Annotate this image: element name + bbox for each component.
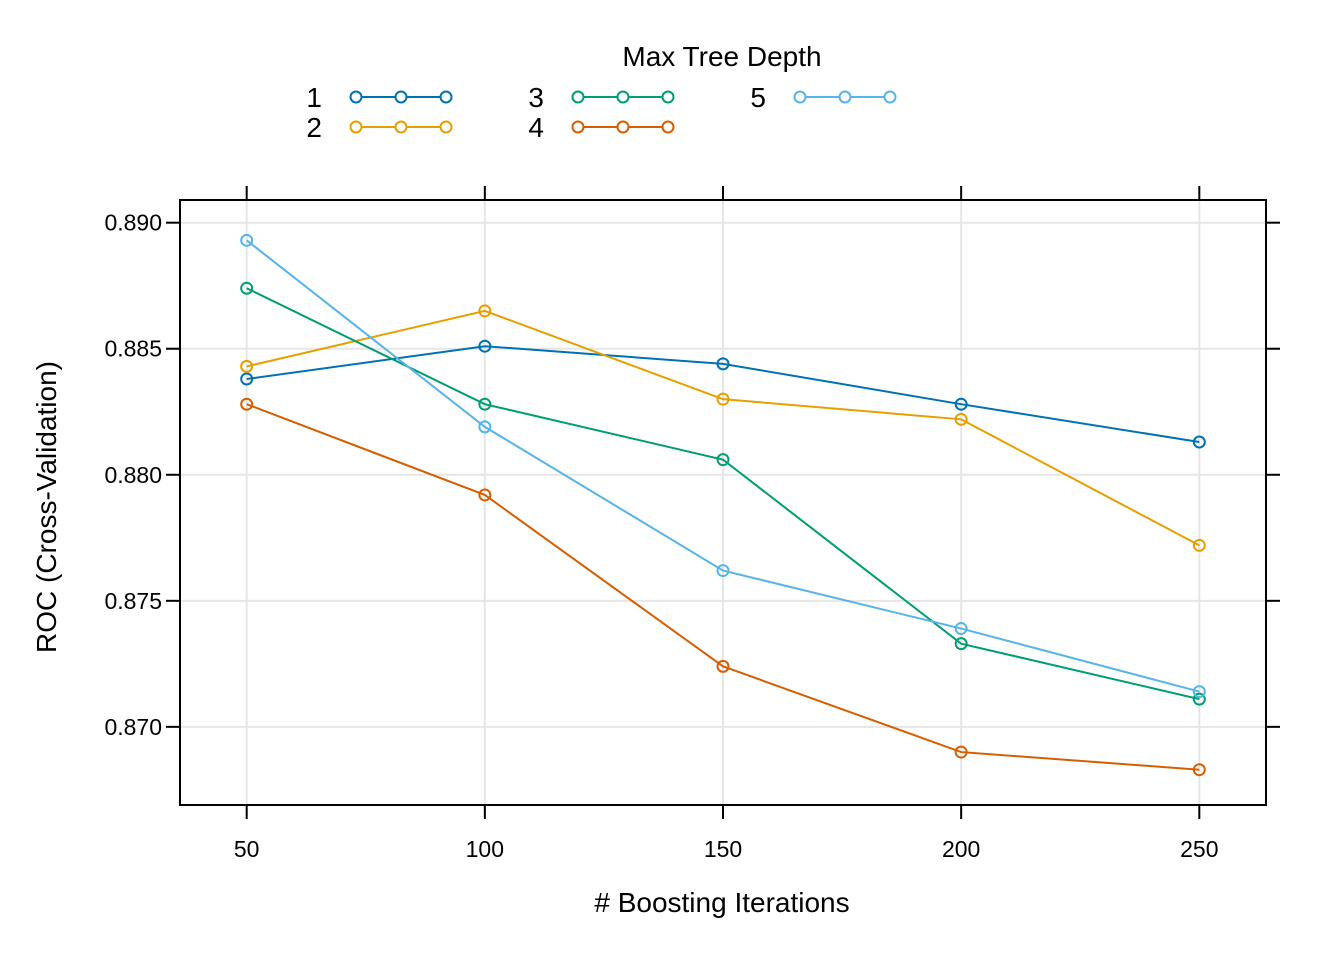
data-point bbox=[478, 304, 492, 318]
y-tick-label: 0.880 bbox=[104, 462, 162, 488]
series-2 bbox=[240, 304, 1206, 552]
y-tick-label: 0.890 bbox=[104, 210, 162, 236]
data-point bbox=[954, 397, 968, 411]
data-point bbox=[1192, 538, 1206, 552]
legend-marker bbox=[661, 120, 675, 134]
data-point bbox=[240, 281, 254, 295]
legend-marker bbox=[439, 90, 453, 104]
y-axis-label: ROC (Cross-Validation) bbox=[31, 361, 62, 653]
series-1 bbox=[240, 339, 1206, 449]
data-point bbox=[1192, 763, 1206, 777]
series-line bbox=[246, 309, 1200, 547]
legend-label: 5 bbox=[750, 82, 766, 113]
data-point bbox=[716, 392, 730, 406]
legend-title: Max Tree Depth bbox=[622, 41, 821, 72]
x-axis-label: # Boosting Iterations bbox=[594, 887, 849, 918]
data-point bbox=[1192, 692, 1206, 706]
data-point bbox=[716, 357, 730, 371]
y-tick-label: 0.870 bbox=[104, 714, 162, 740]
x-tick-label: 50 bbox=[234, 836, 260, 862]
legend-label: 2 bbox=[306, 112, 322, 143]
legend-label: 4 bbox=[528, 112, 544, 143]
data-point bbox=[478, 488, 492, 502]
data-point bbox=[240, 397, 254, 411]
series-layer bbox=[240, 233, 1206, 777]
legend-label: 3 bbox=[528, 82, 544, 113]
data-point bbox=[954, 622, 968, 636]
series-4 bbox=[240, 397, 1206, 777]
legend-marker bbox=[394, 120, 408, 134]
legend-item-2: 2 bbox=[306, 112, 453, 143]
data-point bbox=[478, 339, 492, 353]
series-line bbox=[246, 239, 1200, 693]
legend-marker bbox=[838, 90, 852, 104]
legend-marker bbox=[616, 120, 630, 134]
y-tick-label: 0.875 bbox=[104, 588, 162, 614]
x-tick-label: 150 bbox=[704, 836, 742, 862]
data-point bbox=[716, 564, 730, 578]
legend-marker bbox=[661, 90, 675, 104]
x-tick-label: 100 bbox=[466, 836, 504, 862]
legend-marker bbox=[349, 120, 363, 134]
legend-item-1: 1 bbox=[306, 82, 453, 113]
legend-marker bbox=[616, 90, 630, 104]
legend-marker bbox=[571, 90, 585, 104]
legend-marker bbox=[571, 120, 585, 134]
y-tick-label: 0.885 bbox=[104, 336, 162, 362]
data-point bbox=[716, 453, 730, 467]
series-5 bbox=[240, 233, 1206, 699]
data-point bbox=[954, 412, 968, 426]
x-tick-label: 200 bbox=[942, 836, 980, 862]
legend-marker bbox=[349, 90, 363, 104]
gridlines bbox=[180, 200, 1266, 805]
legend-marker bbox=[793, 90, 807, 104]
legend-marker bbox=[394, 90, 408, 104]
data-point bbox=[1192, 685, 1206, 699]
data-point bbox=[954, 637, 968, 651]
data-point bbox=[240, 233, 254, 247]
x-tick-label: 250 bbox=[1180, 836, 1218, 862]
data-point bbox=[716, 659, 730, 673]
axis-ticks: 50 100 150 200 250 0.870 0.875 0.880 0.885 0.890 bbox=[104, 186, 1280, 862]
data-point bbox=[954, 745, 968, 759]
data-point bbox=[478, 420, 492, 434]
data-point bbox=[240, 359, 254, 373]
data-point bbox=[478, 397, 492, 411]
data-point bbox=[240, 372, 254, 386]
series-line bbox=[246, 403, 1200, 771]
series-line bbox=[246, 345, 1200, 443]
legend-item-3: 3 bbox=[528, 82, 675, 113]
legend-label: 1 bbox=[306, 82, 322, 113]
legend-marker bbox=[883, 90, 897, 104]
legend-item-5: 5 bbox=[750, 82, 897, 113]
data-point bbox=[1192, 435, 1206, 449]
legend-marker bbox=[439, 120, 453, 134]
legend-item-4: 4 bbox=[528, 112, 675, 143]
legend: 12 34 5 bbox=[306, 82, 897, 143]
